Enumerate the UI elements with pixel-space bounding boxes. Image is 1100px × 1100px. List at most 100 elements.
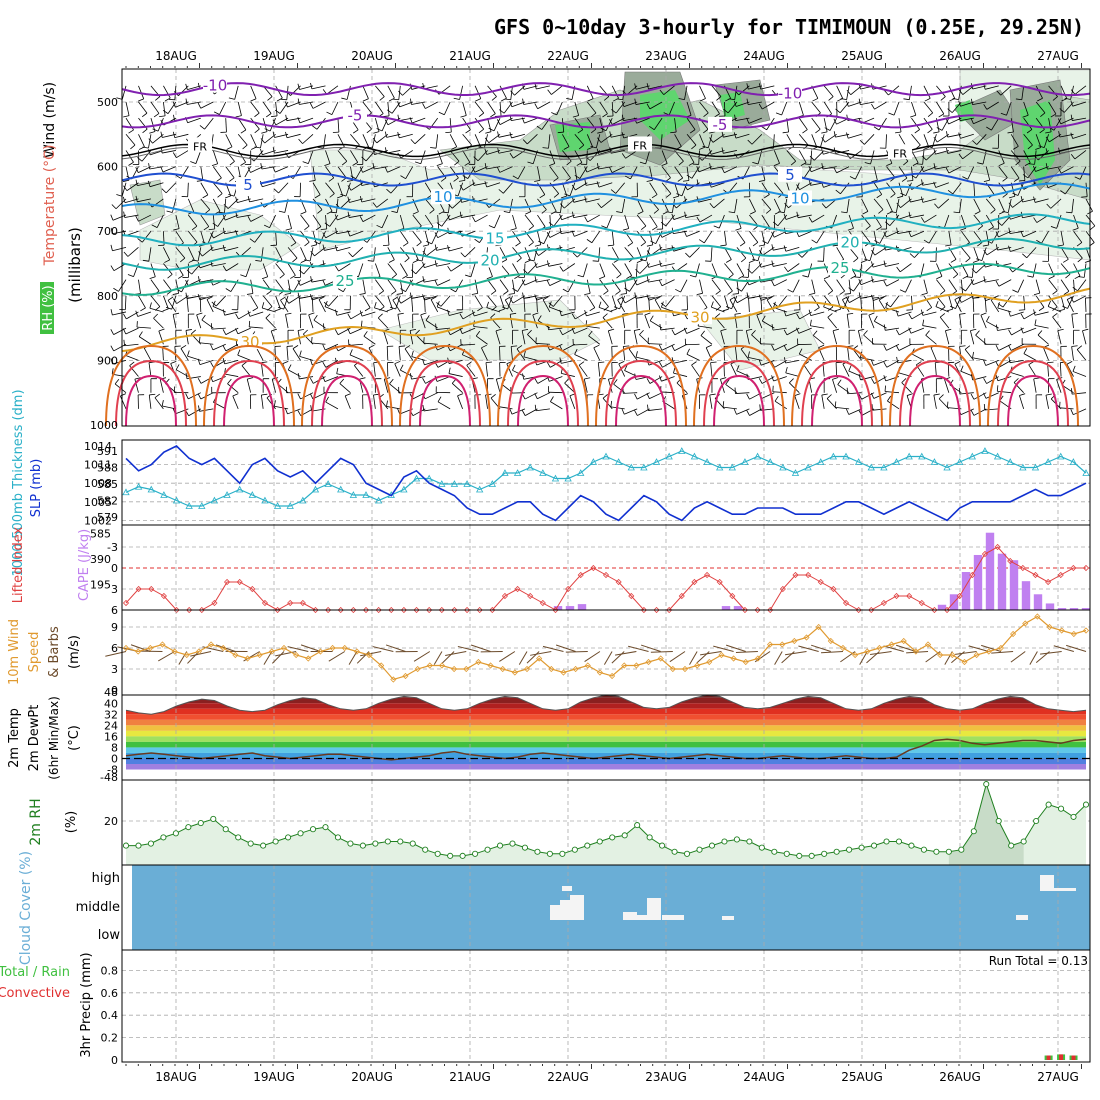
rh-marker: [659, 842, 666, 849]
wind-barb-flag: [584, 292, 591, 295]
wind-barb-flag: [659, 89, 665, 95]
wind-barb: [204, 117, 214, 130]
wind-barb-flag: [802, 275, 809, 278]
thickness-marker: [400, 485, 408, 493]
wind-barb: [113, 343, 127, 352]
rh-marker: [970, 828, 977, 835]
wind-barb: [372, 134, 376, 149]
wind-barb: [150, 263, 156, 277]
wind-barb: [217, 214, 227, 227]
wind-barb-flag: [962, 176, 968, 180]
wind-barb: [375, 295, 385, 307]
wind-barb: [1056, 379, 1062, 393]
y-tick-label: 585: [90, 527, 111, 540]
wind-barb-flag: [292, 257, 298, 263]
wind10m-barb: [896, 644, 917, 652]
wind-barb-flag: [809, 292, 816, 296]
wind-barb-flag: [1061, 305, 1068, 309]
rh-marker: [235, 834, 242, 841]
rh-marker: [534, 848, 541, 855]
wind-barb-flag: [297, 329, 305, 331]
wind-barb-flag: [696, 292, 703, 296]
wind10m-speed-marker: [621, 662, 628, 669]
wind-barb-flag: [313, 315, 318, 321]
wind-barb: [797, 214, 812, 219]
wind10m-barb: [650, 651, 673, 653]
wind-barb: [526, 134, 538, 145]
wind-barb: [671, 198, 675, 213]
wind-barb: [213, 230, 226, 239]
wind-barb: [212, 150, 219, 164]
wind-barb-flag: [191, 225, 198, 231]
wind-barb: [673, 214, 688, 220]
wind-barb: [985, 85, 999, 90]
wind-barb: [467, 166, 476, 179]
wind-barb: [493, 117, 501, 132]
wind-barb: [832, 330, 838, 345]
wind-barb-flag: [688, 162, 695, 166]
wind-barb-flag: [310, 244, 317, 247]
wind-barb: [749, 230, 759, 243]
wind-barb-flag: [995, 324, 998, 331]
wind-barb: [269, 214, 276, 228]
bottom-date-label: 22AUG: [547, 1070, 589, 1084]
isotherm-label-bg: [478, 252, 502, 268]
wind-barb: [799, 182, 812, 191]
wind-barb-flag: [847, 227, 854, 231]
wind-barb: [811, 295, 820, 308]
wind-barb: [751, 134, 763, 145]
wind10m-speed-marker: [827, 637, 834, 645]
wind-barb-flag: [123, 115, 130, 118]
wind-barb: [887, 400, 900, 410]
wind-barb-flag: [585, 156, 591, 161]
wind-barb: [225, 118, 227, 133]
wind-barb-flag: [410, 139, 416, 145]
wind-barb: [307, 150, 314, 164]
wind-barb-flag: [710, 301, 714, 308]
cape-bar: [937, 604, 947, 610]
wind-barb-flag: [534, 404, 537, 411]
wind-barb-flag: [324, 222, 330, 227]
wind-barb-flag: [210, 232, 214, 239]
wind-barb-flag: [272, 131, 275, 138]
wind-barb: [574, 354, 588, 361]
wind-barb: [1019, 395, 1025, 409]
wind-barb: [412, 408, 426, 417]
wind-barb: [998, 343, 1012, 351]
wind-barb-flag: [858, 292, 861, 299]
wind-barb-flag: [271, 328, 278, 332]
wind-barb: [180, 348, 189, 361]
wind-barb: [586, 134, 594, 148]
rh-marker: [147, 840, 154, 847]
wind-barb: [630, 166, 638, 180]
wind-barb: [374, 150, 388, 156]
wind-barb-flag: [218, 211, 225, 214]
wind-barb: [823, 279, 834, 291]
panel-frame: [121, 68, 1091, 427]
thickness-marker: [185, 502, 193, 509]
wind-barb-flag: [722, 308, 729, 312]
wind-barb: [299, 117, 314, 124]
wind-barb-flag: [211, 163, 218, 167]
wind-barb-flag: [376, 128, 383, 132]
wind-barb-flag: [523, 350, 526, 357]
wind-barb: [154, 397, 164, 410]
wind-barb-flag: [386, 308, 393, 312]
wind-barb: [1048, 295, 1058, 308]
wind-barb: [1072, 101, 1087, 107]
wind-barb-flag: [411, 350, 414, 357]
lifted-index-marker: [842, 599, 850, 607]
wind-barb-flag: [696, 179, 699, 186]
wind-barb-flag: [689, 275, 696, 278]
wind-barb: [653, 117, 663, 130]
y-tick-label: 8: [111, 741, 118, 754]
wind-barb-flag: [422, 250, 427, 256]
wind10m-barb: [870, 651, 892, 656]
wind-barb-flag: [571, 230, 575, 237]
wind-barb-flag: [264, 128, 271, 132]
wind-barb: [511, 133, 526, 139]
wind-barb-flag: [203, 226, 210, 231]
wind-barb-flag: [472, 310, 475, 317]
wind-barb-flag: [572, 115, 579, 118]
wind-barb-flag: [885, 221, 891, 226]
